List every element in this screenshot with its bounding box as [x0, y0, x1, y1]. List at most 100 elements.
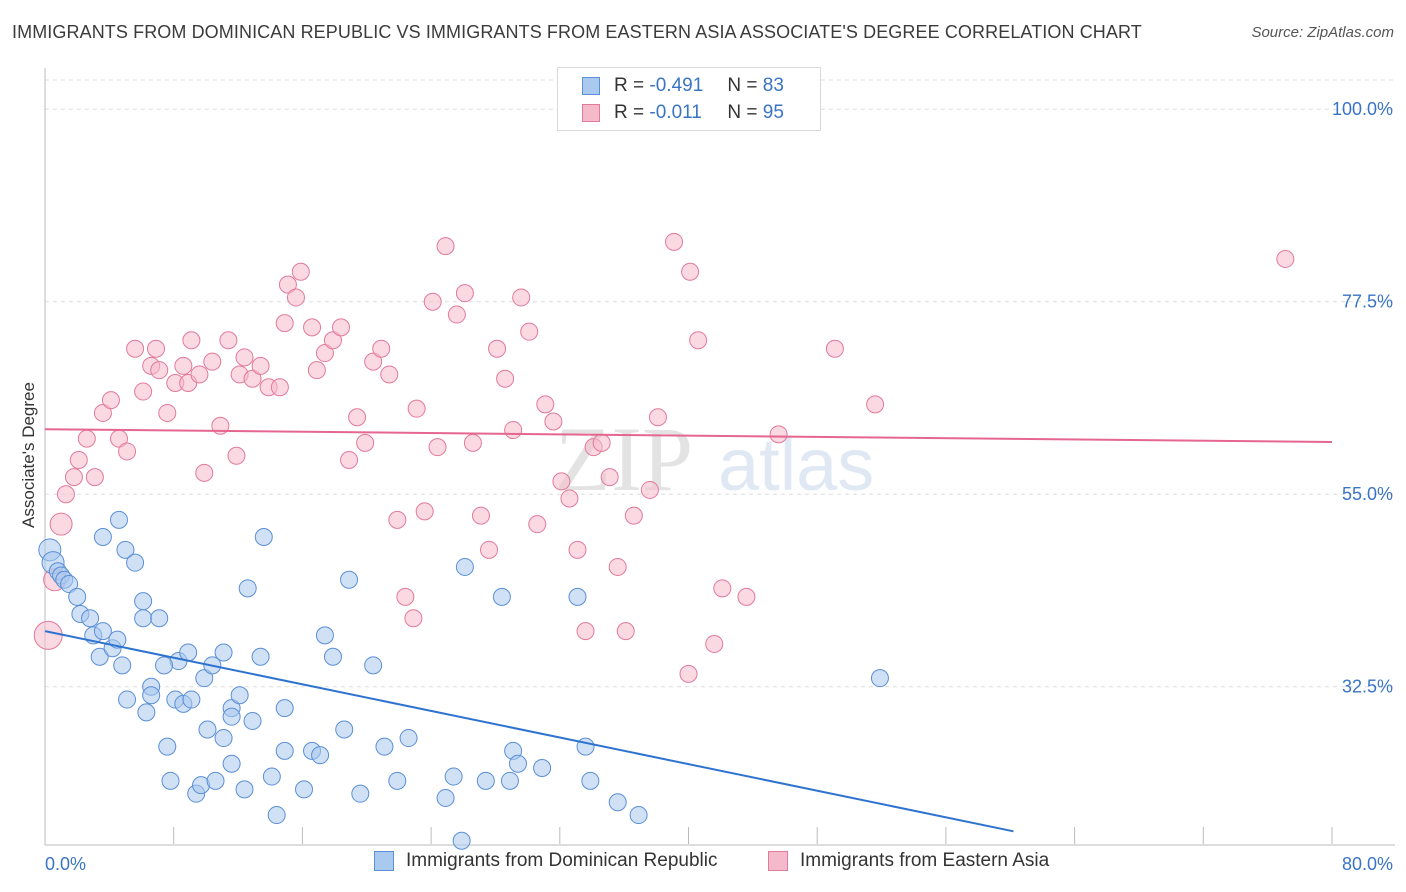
y-tick-labels: 32.5% 55.0% 77.5% 100.0% [1332, 99, 1393, 697]
point-eastern-asia [150, 361, 169, 380]
point-eastern-asia [307, 361, 326, 380]
point-dominican-republic [222, 707, 241, 726]
point-dominican-republic [126, 553, 145, 572]
point-dominican-republic [508, 754, 527, 773]
blue-swatch [374, 851, 394, 871]
point-dominican-republic [60, 575, 79, 594]
n-label: N = [727, 102, 758, 123]
point-dominican-republic [150, 609, 169, 628]
point-eastern-asia [134, 382, 153, 401]
n-value-blue: 83 [762, 75, 784, 96]
point-dominican-republic [182, 690, 201, 709]
point-eastern-asia [544, 412, 563, 431]
legend-item-eastern-asia: Immigrants from Eastern Asia [768, 850, 1049, 872]
legend-label-dominican-republic: Immigrants from Dominican Republic [406, 850, 718, 871]
point-dominican-republic [295, 780, 314, 799]
point-eastern-asia [364, 352, 383, 371]
point-eastern-asia [713, 579, 732, 598]
point-eastern-asia [769, 425, 788, 444]
point-dominican-republic [93, 622, 112, 641]
point-eastern-asia [504, 421, 523, 440]
point-dominican-republic [118, 690, 137, 709]
pink-swatch [768, 851, 788, 871]
point-dominican-republic [142, 686, 161, 705]
trend-lines [44, 428, 1333, 833]
series-eastern-asia-points [33, 113, 1295, 683]
point-dominican-republic [568, 587, 587, 606]
point-dominican-republic [399, 729, 418, 748]
r-label: R = [614, 75, 645, 96]
point-eastern-asia [278, 275, 297, 294]
n-value-pink: 95 [762, 102, 784, 123]
point-eastern-asia [33, 620, 63, 650]
n-label: N = [727, 75, 758, 96]
source-note: Source: ZipAtlas.com [1251, 24, 1394, 41]
point-dominican-republic [267, 806, 286, 825]
point-eastern-asia [665, 232, 684, 251]
chart-title: IMMIGRANTS FROM DOMINICAN REPUBLIC VS IM… [12, 22, 1142, 42]
point-dominican-republic [110, 510, 129, 529]
legend-row-pink: R = -0.011 N = 95 [582, 100, 784, 126]
point-dominican-republic [275, 741, 294, 760]
y-tick-label: 55.0% [1342, 484, 1393, 504]
correlation-legend: R = -0.491 N = 83 R = -0.011 N = 95 [557, 67, 821, 131]
point-dominican-republic [68, 587, 87, 606]
point-eastern-asia [182, 331, 201, 350]
point-dominican-republic [90, 647, 109, 666]
point-dominican-republic [436, 788, 455, 807]
point-dominican-republic [262, 767, 281, 786]
point-eastern-asia [415, 502, 434, 521]
point-eastern-asia [270, 378, 289, 397]
point-dominican-republic [492, 587, 511, 606]
point-eastern-asia [447, 305, 466, 324]
point-dominican-republic [455, 557, 474, 576]
point-dominican-republic [315, 626, 334, 645]
legend-label-eastern-asia: Immigrants from Eastern Asia [800, 850, 1050, 871]
point-dominican-republic [351, 784, 370, 803]
point-eastern-asia [536, 395, 555, 414]
point-eastern-asia [528, 515, 547, 534]
point-eastern-asia [77, 429, 96, 448]
point-eastern-asia [488, 339, 507, 358]
point-eastern-asia [648, 408, 667, 427]
blue-swatch [582, 77, 600, 95]
point-eastern-asia [576, 622, 595, 641]
point-dominican-republic [870, 669, 889, 688]
point-eastern-asia [85, 468, 104, 487]
point-dominican-republic [134, 592, 153, 611]
point-eastern-asia [640, 480, 659, 499]
point-dominican-republic [311, 746, 330, 765]
axes [44, 68, 1395, 846]
point-eastern-asia [147, 339, 166, 358]
point-eastern-asia [158, 403, 177, 422]
point-eastern-asia [227, 446, 246, 465]
point-dominican-republic [81, 609, 100, 628]
point-eastern-asia [203, 352, 222, 371]
trend-line-eastern-asia [44, 428, 1333, 444]
y-axis-label: Associate's Degree [19, 382, 38, 528]
point-eastern-asia [496, 369, 515, 388]
point-eastern-asia [49, 512, 73, 536]
r-value-pink: -0.011 [649, 102, 702, 123]
point-dominican-republic [230, 686, 249, 705]
point-eastern-asia [356, 433, 375, 452]
point-dominican-republic [195, 669, 214, 688]
point-eastern-asia [404, 609, 423, 628]
point-eastern-asia [436, 237, 455, 256]
point-eastern-asia [286, 288, 305, 307]
point-eastern-asia [340, 451, 359, 469]
point-eastern-asia [471, 506, 490, 525]
point-dominican-republic [444, 767, 463, 786]
point-eastern-asia [291, 262, 310, 281]
point-dominican-republic [116, 540, 135, 559]
point-eastern-asia [275, 314, 294, 333]
trend-line-dominican-republic [44, 630, 1014, 833]
point-dominican-republic [335, 720, 354, 739]
point-eastern-asia [174, 356, 193, 375]
point-eastern-asia [219, 331, 238, 350]
point-eastern-asia [679, 664, 698, 683]
point-dominican-republic [113, 656, 132, 675]
point-eastern-asia [388, 510, 407, 529]
point-eastern-asia [407, 399, 426, 418]
point-dominican-republic [388, 771, 407, 790]
